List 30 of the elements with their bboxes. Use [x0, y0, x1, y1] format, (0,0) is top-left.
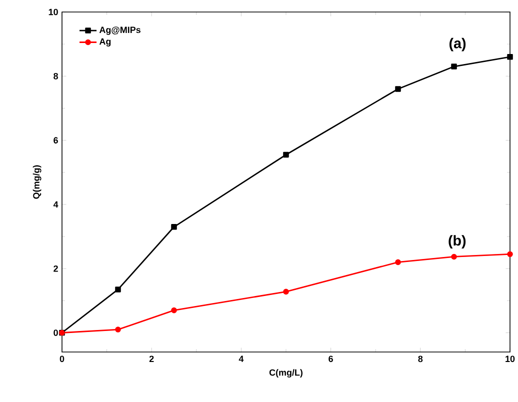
legend-label: Ag	[99, 38, 111, 46]
x-tick-label: 6	[328, 356, 333, 362]
y-axis-title: Q(mg/g)	[32, 165, 42, 199]
point	[395, 259, 401, 266]
point	[283, 152, 289, 158]
point	[451, 254, 457, 260]
y-tick-label: 6	[54, 137, 58, 144]
y-tick-label: 8	[54, 72, 58, 80]
point	[171, 307, 177, 314]
x-axis-title: C(mg/L)	[269, 369, 302, 378]
annotation: (b)	[448, 235, 466, 248]
point	[283, 288, 289, 295]
y-tick-label: 4	[53, 201, 58, 208]
point	[507, 54, 513, 60]
point	[115, 286, 121, 292]
annotation: (a)	[449, 38, 466, 52]
x-tick-label: 10	[506, 356, 515, 362]
x-tick-label: 2	[149, 356, 154, 362]
point	[451, 64, 457, 70]
point	[171, 224, 177, 230]
y-tick-label: 2	[54, 265, 58, 272]
y-tick-label: 10	[48, 8, 58, 16]
point	[395, 86, 401, 92]
point	[507, 251, 513, 258]
x-tick-label: 4	[238, 356, 244, 362]
point	[115, 326, 121, 332]
legend-label: Ag@MIPs	[99, 26, 140, 35]
x-tick-label: 8	[418, 356, 423, 362]
y-tick-label: 0	[54, 330, 58, 336]
x-tick-label: 0	[60, 356, 64, 362]
